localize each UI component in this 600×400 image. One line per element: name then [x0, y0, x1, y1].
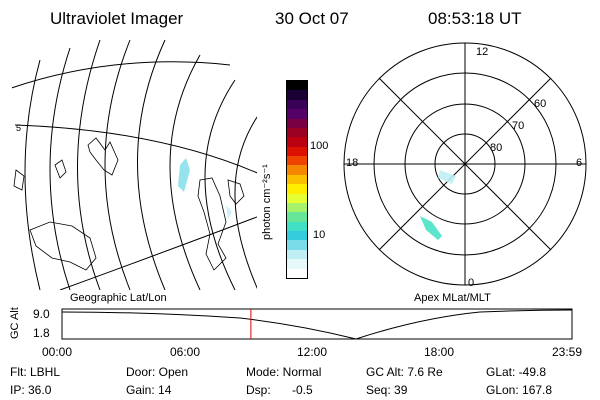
- altitude-xtick-3: 18:00: [424, 345, 455, 359]
- colorbar-segment: [287, 81, 307, 91]
- colorbar-segment: [287, 174, 307, 185]
- aurora-patch-geo-2: [226, 205, 232, 220]
- status-gain: Gain: 14: [126, 383, 172, 397]
- colorbar-segment: [287, 156, 307, 166]
- colorbar-segment: [287, 184, 307, 194]
- status-dsp-value: -0.5: [292, 383, 313, 397]
- colorbar-segment: [287, 109, 307, 119]
- geo-lat-line: [14, 124, 257, 174]
- altitude-xtick-2: 12:00: [297, 345, 328, 359]
- colorbar-segment: [287, 240, 307, 250]
- status-door: Door: Open: [126, 365, 189, 379]
- coastline-1: [87, 137, 119, 176]
- colorbar-segment: [287, 146, 307, 156]
- colorbar-tick-100: 100: [310, 140, 329, 152]
- aurora-patch-polar-2: [438, 170, 456, 184]
- colorbar-segment: [287, 221, 307, 231]
- status-seq: Seq: 39: [366, 383, 408, 397]
- geo-arc-5: [137, 39, 166, 290]
- coastline-2: [54, 159, 67, 179]
- colorbar-segment: [287, 99, 307, 110]
- status-dsp: Dsp:: [246, 383, 271, 397]
- altitude-ytick-high: 9.0: [33, 307, 50, 321]
- colorbar-segment: [287, 127, 307, 138]
- altitude-ytick-low: 1.8: [33, 326, 50, 340]
- mlat-label-80: 80: [490, 142, 503, 154]
- geo-arc-6: [169, 54, 201, 290]
- altitude-plot-frame: [61, 308, 573, 340]
- colorbar-segment: [287, 231, 307, 241]
- colorbar-segment: [287, 193, 307, 203]
- geo-arc-7: [204, 79, 236, 290]
- geo-arc-3: [77, 39, 101, 290]
- status-glat: GLat: -49.8: [486, 365, 547, 379]
- altitude-xtick-1: 06:00: [170, 345, 201, 359]
- geo-arc-1: [24, 59, 41, 290]
- geo-boundary-arc-top: [12, 61, 231, 89]
- polar-diagonal-2: [378, 77, 552, 251]
- mlt-label-18: 18: [346, 157, 359, 169]
- colorbar-segment: [287, 137, 307, 147]
- geo-edge-tick: 5: [16, 123, 22, 133]
- geo-arc-8: [234, 116, 257, 289]
- mlt-label-12: 12: [476, 46, 489, 58]
- header-date: 30 Oct 07: [275, 9, 349, 28]
- status-glon: GLon: 167.8: [486, 383, 553, 397]
- mlat-label-60: 60: [534, 98, 547, 110]
- status-filter: Flt: LBHL: [10, 365, 61, 379]
- coastline-4: [197, 177, 227, 271]
- geo-lat-line-lower: [59, 216, 257, 290]
- colorbar-segment: [287, 202, 307, 213]
- geo-arc-4: [104, 39, 131, 290]
- altitude-ylabel: GC Alt: [9, 307, 21, 339]
- aurora-patch-polar: [420, 216, 442, 240]
- header-time: 08:53:18 UT: [428, 9, 522, 28]
- coastline-5: [227, 179, 245, 205]
- status-mode: Mode: Normal: [246, 365, 322, 379]
- altitude-xtick-4: 23:59: [552, 345, 583, 359]
- instrument-title: Ultraviolet Imager: [50, 9, 184, 28]
- colorbar-segment: [287, 249, 307, 260]
- coastline-6: [13, 169, 25, 191]
- status-ip: IP: 36.0: [10, 383, 52, 397]
- colorbar: [286, 80, 308, 279]
- colorbar-segment: [287, 212, 307, 222]
- coastline-3: [29, 221, 97, 271]
- mlt-label-0: 0: [468, 277, 475, 289]
- colorbar-segment: [287, 118, 307, 128]
- colorbar-tick-10: 10: [313, 229, 326, 241]
- polar-map-caption: Apex MLat/MLT: [414, 292, 491, 304]
- colorbar-segment: [287, 268, 307, 278]
- colorbar-segment: [287, 165, 307, 175]
- colorbar-segment: [287, 90, 307, 100]
- mlt-label-6: 6: [576, 157, 583, 169]
- aurora-patch-geo: [178, 158, 190, 192]
- altitude-curve: [61, 309, 573, 340]
- status-gc-alt: GC Alt: 7.6 Re: [366, 365, 443, 379]
- geo-map-caption: Geographic Lat/Lon: [70, 292, 167, 304]
- colorbar-segment: [287, 259, 307, 269]
- altitude-xtick-0: 00:00: [42, 345, 73, 359]
- mlat-label-70: 70: [512, 120, 525, 132]
